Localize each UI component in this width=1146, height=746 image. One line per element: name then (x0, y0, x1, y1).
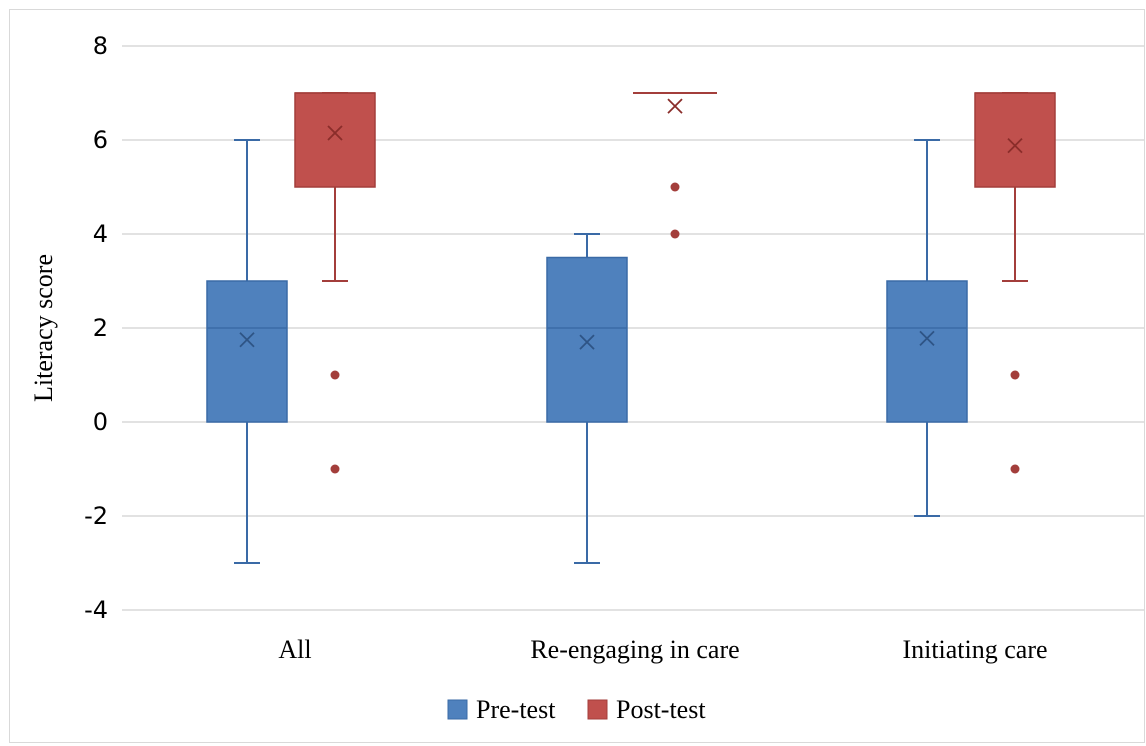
legend-label: Pre-test (476, 695, 556, 724)
box-pre-test-0 (206, 139, 288, 564)
y-tick-labels: -4 -2 0 2 4 6 8 (84, 32, 108, 624)
outlier-point (330, 370, 340, 380)
mean-marker (1007, 138, 1023, 154)
y-tick-label: 6 (93, 126, 108, 154)
outlier-point (330, 464, 340, 474)
y-tick-label: -4 (84, 596, 108, 624)
y-tick-label: 4 (93, 220, 108, 248)
legend-swatch (587, 699, 608, 720)
mean-marker (667, 98, 683, 114)
mean-marker (239, 332, 255, 348)
legend: Pre-test Post-test (447, 695, 706, 724)
y-tick-label: -2 (84, 502, 108, 530)
box-pre-test-1 (546, 233, 628, 564)
outlier-point (1010, 464, 1020, 474)
outlier-point (670, 229, 680, 239)
category-labels: All Re-engaging in care Initiating care (278, 635, 1047, 664)
box-plots (206, 92, 1056, 564)
box-post-test-0 (294, 92, 376, 474)
outlier-point (670, 182, 680, 192)
box-post-test-2 (974, 92, 1056, 474)
category-label: Initiating care (902, 635, 1047, 664)
iqr-box (546, 256, 628, 423)
y-tick-label: 2 (93, 314, 108, 342)
box-pre-test-2 (886, 139, 968, 517)
y-axis-title: Literacy score (29, 254, 58, 402)
category-label: All (278, 635, 311, 664)
y-tick-label: 8 (93, 32, 108, 60)
iqr-box (294, 92, 376, 188)
mean-marker (327, 125, 343, 141)
y-tick-label: 0 (93, 408, 108, 436)
iqr-box (206, 280, 288, 423)
iqr-box (974, 92, 1056, 188)
legend-swatch (447, 699, 468, 720)
legend-label: Post-test (616, 695, 706, 724)
mean-marker (919, 330, 935, 346)
box-post-test-1 (633, 92, 717, 239)
iqr-box (886, 280, 968, 423)
outlier-point (1010, 370, 1020, 380)
mean-marker (579, 334, 595, 350)
category-label: Re-engaging in care (530, 635, 739, 664)
